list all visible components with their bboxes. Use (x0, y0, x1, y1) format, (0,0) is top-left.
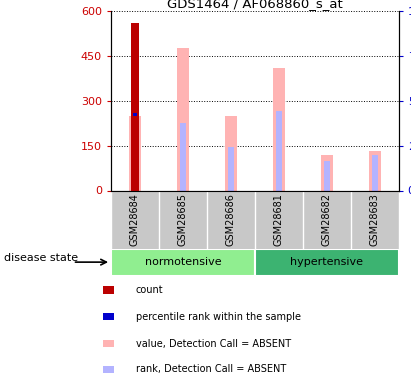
Bar (129, 116, 141, 190)
Bar (131, 23, 139, 190)
Bar (273, 68, 285, 190)
Text: value, Detection Call = ABSENT: value, Detection Call = ABSENT (136, 339, 291, 349)
Bar (177, 48, 189, 190)
Text: disease state: disease state (4, 254, 78, 263)
Text: GSM28681: GSM28681 (274, 193, 284, 246)
Bar (103, 313, 114, 320)
Text: GSM28685: GSM28685 (178, 193, 188, 246)
Text: rank, Detection Call = ABSENT: rank, Detection Call = ABSENT (136, 364, 286, 374)
Text: GSM28684: GSM28684 (130, 193, 140, 246)
Bar (228, 147, 234, 190)
Bar (255, 249, 399, 276)
Bar (372, 155, 378, 190)
Bar (276, 111, 282, 190)
Bar (369, 151, 381, 190)
Bar (132, 116, 138, 190)
Text: GSM28682: GSM28682 (322, 193, 332, 246)
Text: hypertensive: hypertensive (290, 257, 363, 267)
Text: GSM28686: GSM28686 (226, 193, 236, 246)
Text: GSM28683: GSM28683 (370, 193, 380, 246)
Bar (111, 249, 255, 276)
Text: normotensive: normotensive (145, 257, 221, 267)
Bar (324, 161, 330, 190)
Title: GDS1464 / AF068860_s_at: GDS1464 / AF068860_s_at (167, 0, 343, 10)
Bar (103, 366, 114, 373)
Bar (180, 123, 186, 190)
Text: count: count (136, 285, 163, 295)
Text: percentile rank within the sample: percentile rank within the sample (136, 312, 300, 322)
Bar (321, 155, 333, 190)
Bar (225, 116, 237, 190)
Bar (103, 286, 114, 294)
Bar (133, 113, 136, 116)
Bar (103, 340, 114, 347)
